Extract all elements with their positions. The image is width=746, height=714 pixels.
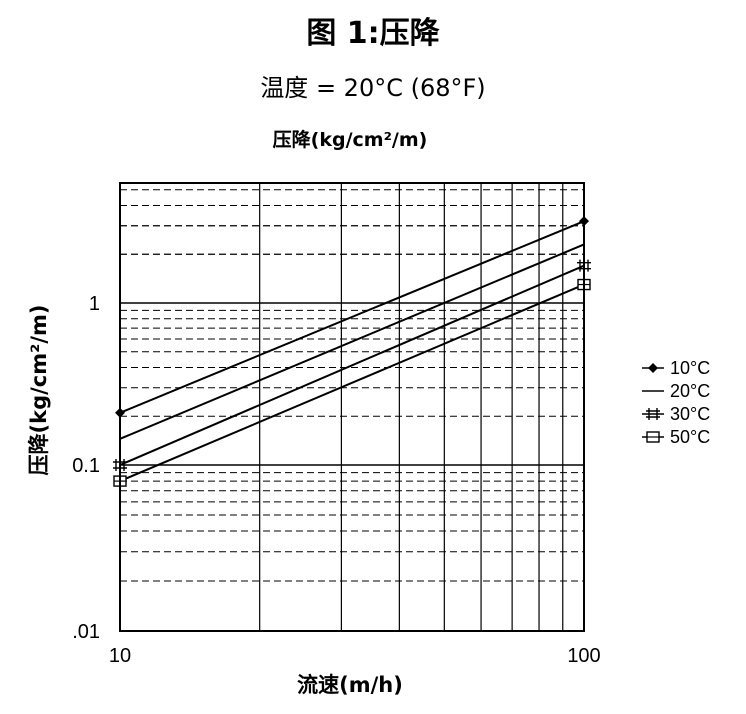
tick-labels: 10 100 .01 0.1 1 (72, 293, 601, 667)
legend-marker-0 (648, 363, 658, 373)
y-tick-label: 0.1 (72, 455, 100, 477)
series-marker-2 (577, 259, 591, 272)
legend-label-3: 50°C (670, 427, 710, 447)
figure-subtitle: 温度 = 20°C (68°F) (260, 74, 486, 102)
y-tick-label: .01 (72, 621, 100, 643)
plot-frame (119, 182, 585, 632)
series-line-3 (119, 283, 585, 483)
y-axis-label: 压降(kg/cm²/m) (27, 305, 51, 476)
y-tick-label: 1 (89, 293, 100, 315)
series-group (113, 216, 591, 487)
chart-title: 压降(kg/cm²/m) (273, 128, 428, 151)
figure-title: 图 1:压降 (306, 16, 440, 51)
x-tick-label: 100 (567, 645, 600, 667)
series-line-1 (119, 243, 585, 440)
series-line-0 (119, 220, 585, 414)
series-line-2 (119, 264, 585, 466)
legend: 10°C 20°C 30°C 50°C (642, 358, 710, 447)
legend-label-2: 30°C (670, 404, 710, 424)
legend-label-1: 20°C (670, 381, 710, 401)
x-axis-label: 流速(m/h) (297, 673, 403, 697)
legend-label-0: 10°C (670, 358, 710, 378)
series-marker-2 (113, 459, 127, 471)
x-tick-label: 10 (109, 645, 131, 667)
grid (120, 183, 584, 631)
legend-marker-2 (646, 408, 660, 420)
